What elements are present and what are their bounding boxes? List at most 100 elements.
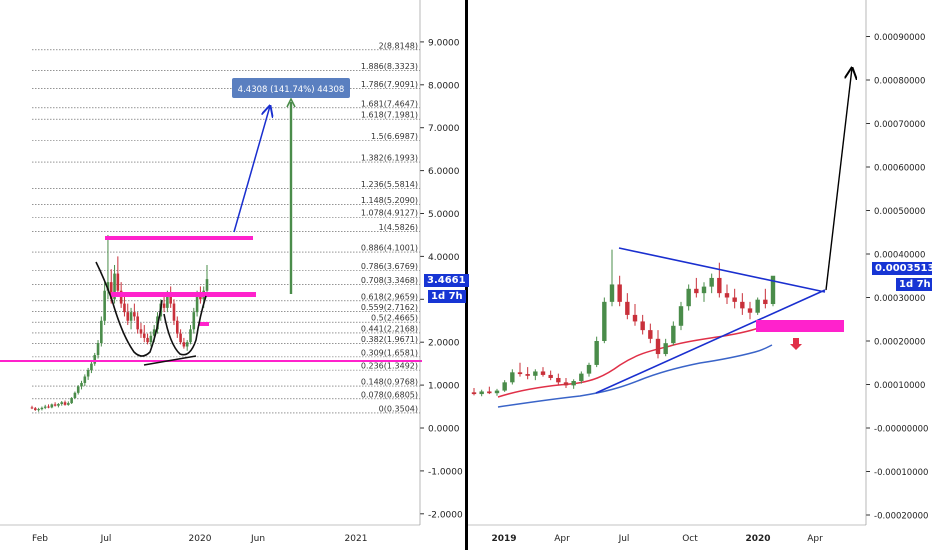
fib-level-label: 1.786(7.9091) <box>361 80 418 89</box>
candle-body <box>632 314 638 322</box>
measure-label-box[interactable] <box>232 78 350 98</box>
y-tick-label: 0.00030000 <box>874 294 925 304</box>
resistance-zone-top[interactable] <box>105 236 253 240</box>
candle-body <box>57 403 60 406</box>
resistance-zone-neckline[interactable] <box>111 292 256 297</box>
candle-body <box>30 407 34 409</box>
candle-body <box>142 333 146 338</box>
measured-move-arrowhead <box>286 97 296 108</box>
descending-trendline[interactable] <box>618 247 826 293</box>
candle-body <box>517 372 523 375</box>
fib-level-label: 0.5(2.4665) <box>371 314 418 323</box>
candle-body <box>185 342 189 347</box>
right-price-tag: 0.00035139 <box>872 262 932 275</box>
candle-body <box>106 282 110 291</box>
candle-body <box>494 390 500 394</box>
candle-body <box>133 312 136 317</box>
candle-body <box>655 338 661 355</box>
candle-body <box>76 386 80 393</box>
candle-body <box>579 373 584 382</box>
candle-body <box>109 282 113 300</box>
fibonacci-retracement[interactable]: 0(0.3504) 0.078(0.6805) 0.148(0.9768) 0.236… <box>32 41 420 413</box>
fib-level-label: 0.786(3.6769) <box>361 262 418 271</box>
candle-body <box>83 376 87 383</box>
candle-body <box>175 320 179 334</box>
small-zone-marker[interactable] <box>199 322 209 326</box>
candle-body <box>37 409 40 411</box>
candle-body <box>43 406 47 408</box>
fib-level-label: 0.236(1.3492) <box>361 362 418 371</box>
y-tick-label: 9.0000 <box>428 38 460 48</box>
cup-base-line[interactable] <box>143 355 197 366</box>
ema-blue-line[interactable] <box>497 344 773 408</box>
x-tick-label: Apr <box>554 534 570 544</box>
fib-level-label: 1.236(5.5814) <box>361 180 418 189</box>
left-candles <box>30 234 209 412</box>
candle-body <box>34 408 37 410</box>
candle-body <box>53 404 57 406</box>
candle-body <box>678 306 684 326</box>
candle-body <box>123 303 126 313</box>
ascending-trendline[interactable] <box>595 289 826 394</box>
cup-curve-right[interactable] <box>163 295 207 356</box>
candle-body <box>625 301 630 315</box>
candle-body <box>119 290 123 304</box>
left-price-axis[interactable]: 9.00008.00007.00006.00005.00004.00003.00… <box>419 0 463 525</box>
candle-body <box>116 273 120 291</box>
candle-body <box>189 329 192 343</box>
right-countdown-tag: 1d 7h <box>896 278 932 291</box>
candle-body <box>113 273 116 300</box>
right-price-axis[interactable]: 0.00090000 0.00080000 0.00070000 0.00060000… <box>865 0 928 525</box>
candle-body <box>502 382 507 391</box>
candle-body <box>60 402 64 404</box>
candle-body <box>740 301 745 309</box>
candle-body <box>40 407 44 410</box>
y-tick-label: 0.00050000 <box>874 207 925 217</box>
y-tick-label: 0.00070000 <box>874 120 925 130</box>
right-chart-panel[interactable] <box>471 68 852 408</box>
left-price-tag: 3.4661 <box>424 274 469 287</box>
candle-body <box>136 316 139 330</box>
candle-body <box>763 299 768 305</box>
candle-body <box>709 277 714 287</box>
candle-body <box>617 284 622 302</box>
down-arrow-icon <box>790 338 802 350</box>
candle-body <box>556 377 561 383</box>
cup-curve-left[interactable] <box>95 261 163 357</box>
x-tick-label: Jun <box>250 534 265 544</box>
y-tick-label: 6.0000 <box>428 167 460 177</box>
y-tick-label: -1.0000 <box>428 467 463 477</box>
fib-level-label: 1.382(6.1993) <box>361 154 418 163</box>
support-zone[interactable] <box>756 320 844 332</box>
candle-body <box>487 391 492 394</box>
left-chart-panel[interactable]: 0(0.3504) 0.078(0.6805) 0.148(0.9768) 0.236… <box>0 41 422 413</box>
candle-body <box>525 374 530 376</box>
candle-body <box>152 329 156 336</box>
fib-level-label: 0.708(3.3468) <box>361 276 418 285</box>
candle-body <box>179 333 182 343</box>
fib-level-label: 0.309(1.6581) <box>361 348 418 357</box>
x-tick-label: 2021 <box>345 534 368 544</box>
fib-level-label: 1.148(5.2090) <box>361 196 418 205</box>
ema-red-line[interactable] <box>497 321 771 398</box>
y-tick-label: 8.0000 <box>428 81 460 91</box>
y-tick-label: -0.00010000 <box>874 468 928 478</box>
fib-level-label: 0.559(2.7162) <box>361 303 418 312</box>
fib-level-label: 1.5(6.6987) <box>371 132 418 141</box>
left-time-axis[interactable]: Feb Jul 2020 Jun 2021 <box>0 524 420 544</box>
candle-body <box>73 392 77 398</box>
right-time-axis[interactable]: 2019 Apr Jul Oct 2020 Apr <box>468 524 866 544</box>
x-tick-label: Apr <box>807 534 823 544</box>
candle-body <box>205 279 209 291</box>
fib-level-label: 1.078(4.9127) <box>361 209 418 218</box>
fib-level-label: 0.886(4.1001) <box>361 244 418 253</box>
breakout-arrow[interactable] <box>825 68 852 291</box>
fib-level-label: 1.886(8.3323) <box>361 62 418 71</box>
projection-arrow[interactable] <box>233 106 270 233</box>
candle-body <box>563 382 569 386</box>
y-tick-label: 1.0000 <box>428 382 460 392</box>
candle-body <box>199 295 202 300</box>
fib-level-label: 0.148(0.9768) <box>361 378 418 387</box>
candle-body <box>694 288 699 294</box>
